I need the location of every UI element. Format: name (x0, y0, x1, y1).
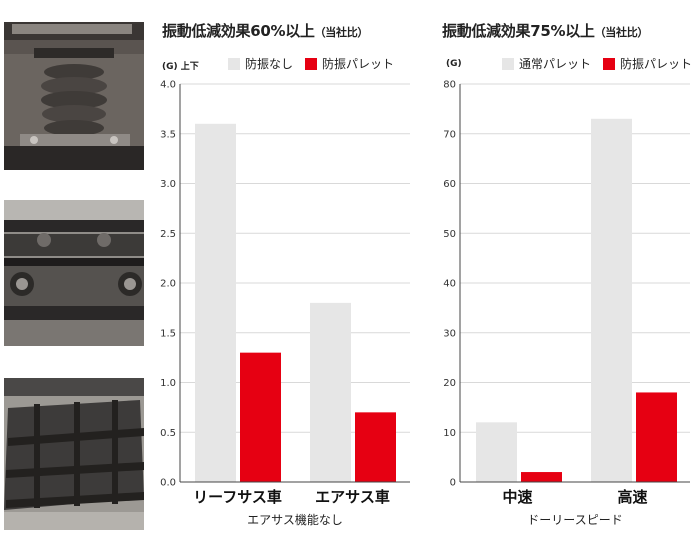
y-tick-label: 80 (443, 80, 456, 91)
legend-swatch (502, 57, 514, 70)
legend-item: 防振パレット (305, 55, 394, 72)
legend-label: 防振パレット (322, 57, 395, 71)
x-category-label: リーフサス車 (193, 488, 282, 506)
legend-item: 通常パレット (502, 55, 591, 72)
chart-panel-1: 振動低減効果60%以上（当社比） (G) 上下 防振なし 防振パレット 0.0 0… (160, 0, 420, 548)
legend-item: 防振パレット (603, 55, 692, 72)
chart-title-note: （当社比） (314, 26, 369, 39)
y-tick-label: 60 (443, 179, 456, 190)
y-tick-label: 40 (443, 279, 456, 290)
x-axis-title: エアサス機能なし (247, 512, 343, 527)
chart-legend: 防振なし 防振パレット (228, 55, 394, 72)
chart-title: 振動低減効果60%以上（当社比） (162, 20, 368, 41)
bar (476, 422, 517, 482)
y-tick-label: 20 (443, 378, 456, 389)
y-tick-label: 50 (443, 229, 456, 240)
y-tick-label: 70 (443, 129, 456, 140)
air-suspension-photo (4, 22, 144, 170)
bar (310, 302, 351, 482)
pallet-frames-photo (4, 378, 144, 530)
y-tick-label: 4.0 (160, 80, 176, 91)
y-tick-label: 3.0 (160, 179, 176, 190)
bar (355, 412, 396, 482)
y-tick-label: 0.5 (160, 428, 176, 439)
chart-title-text: 振動低減効果60%以上 (162, 22, 315, 40)
x-category-label: エアサス車 (315, 488, 390, 506)
y-tick-label: 0 (450, 478, 456, 489)
bar (591, 118, 632, 482)
y-tick-label: 2.0 (160, 279, 176, 290)
legend-swatch (305, 57, 318, 70)
chart-title-note: （当社比） (594, 26, 649, 39)
x-category-label: 中速 (502, 488, 532, 506)
chart-title-text: 振動低減効果75%以上 (442, 22, 595, 40)
chart-title: 振動低減効果75%以上（当社比） (442, 20, 648, 41)
legend-label: 防振パレット (620, 57, 693, 71)
legend-swatch (228, 57, 240, 70)
legend-label: 通常パレット (519, 57, 592, 71)
bar-chart-1: 0.0 0.5 1.0 1.5 2.0 2.5 3.0 3.5 4.0 リーフサス車 エアサス車エア… (160, 80, 410, 527)
legend-label: 防振なし (245, 57, 294, 71)
legend-item: 防振なし (228, 55, 293, 72)
bar (636, 392, 677, 482)
y-tick-label: 1.0 (160, 378, 176, 389)
y-tick-label: 2.5 (160, 229, 176, 240)
bar (195, 123, 236, 483)
bar (521, 472, 562, 482)
bar (240, 352, 281, 482)
y-tick-label: 10 (443, 428, 456, 439)
y-unit-label: (G) (446, 59, 462, 69)
chart-legend: 通常パレット 防振パレット (502, 55, 692, 72)
y-tick-label: 3.5 (160, 129, 176, 140)
x-axis-title: ドーリースピード (527, 513, 622, 527)
chart-panel-2: 振動低減効果75%以上（当社比） (G) 通常パレット 防振パレット 0 10 20… (440, 0, 700, 548)
y-unit-label: (G) 上下 (162, 62, 199, 72)
y-tick-label: 1.5 (160, 328, 176, 339)
pallet-underside-photo (4, 200, 144, 346)
x-category-label: 高速 (617, 488, 647, 506)
y-tick-label: 0.0 (160, 478, 176, 489)
y-tick-label: 30 (443, 328, 456, 339)
legend-swatch (603, 57, 616, 70)
